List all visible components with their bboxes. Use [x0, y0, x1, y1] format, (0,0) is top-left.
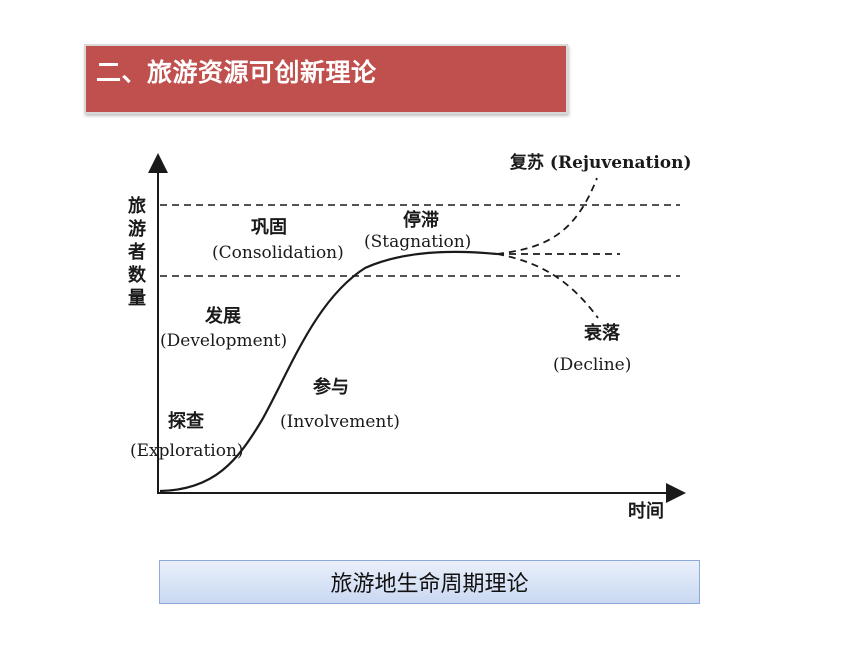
- y-axis-label-char: 游: [128, 218, 146, 240]
- title-banner: 二、旅游资源可创新理论: [84, 44, 568, 114]
- decline-label-en: (Decline): [553, 355, 631, 375]
- stagnation-label-en: (Stagnation): [364, 232, 471, 252]
- caption-box: 旅游地生命周期理论: [159, 560, 700, 604]
- consolidation-label-zh: 巩固: [251, 217, 287, 238]
- y-axis-label-char: 量: [128, 287, 146, 309]
- x-axis-label: 时间: [628, 501, 664, 522]
- consolidation-label-en: (Consolidation): [212, 243, 344, 263]
- rejuvenation-label: 复苏 (Rejuvenation): [509, 152, 692, 173]
- decline-label-zh: 衰落: [583, 322, 621, 344]
- decline-branch: [496, 253, 599, 319]
- involvement-label-zh: 参与: [313, 376, 349, 398]
- y-axis-label-char: 旅: [128, 195, 146, 217]
- caption-text: 旅游地生命周期理论: [330, 572, 529, 597]
- exploration-label-en: (Exploration): [130, 441, 244, 461]
- development-label-zh: 发展: [204, 305, 242, 327]
- slide-title: 二、旅游资源可创新理论: [96, 58, 377, 87]
- rejuvenation-branch: [496, 177, 598, 255]
- involvement-label-en: (Involvement): [280, 412, 400, 432]
- development-label-en: (Development): [160, 331, 287, 351]
- exploration-label-zh: 探查: [168, 410, 204, 432]
- stagnation-label-zh: 停滞: [403, 209, 439, 231]
- lifecycle-curve: [159, 250, 498, 493]
- y-axis-label-char: 数: [128, 264, 147, 286]
- y-axis-label-char: 者: [127, 242, 146, 263]
